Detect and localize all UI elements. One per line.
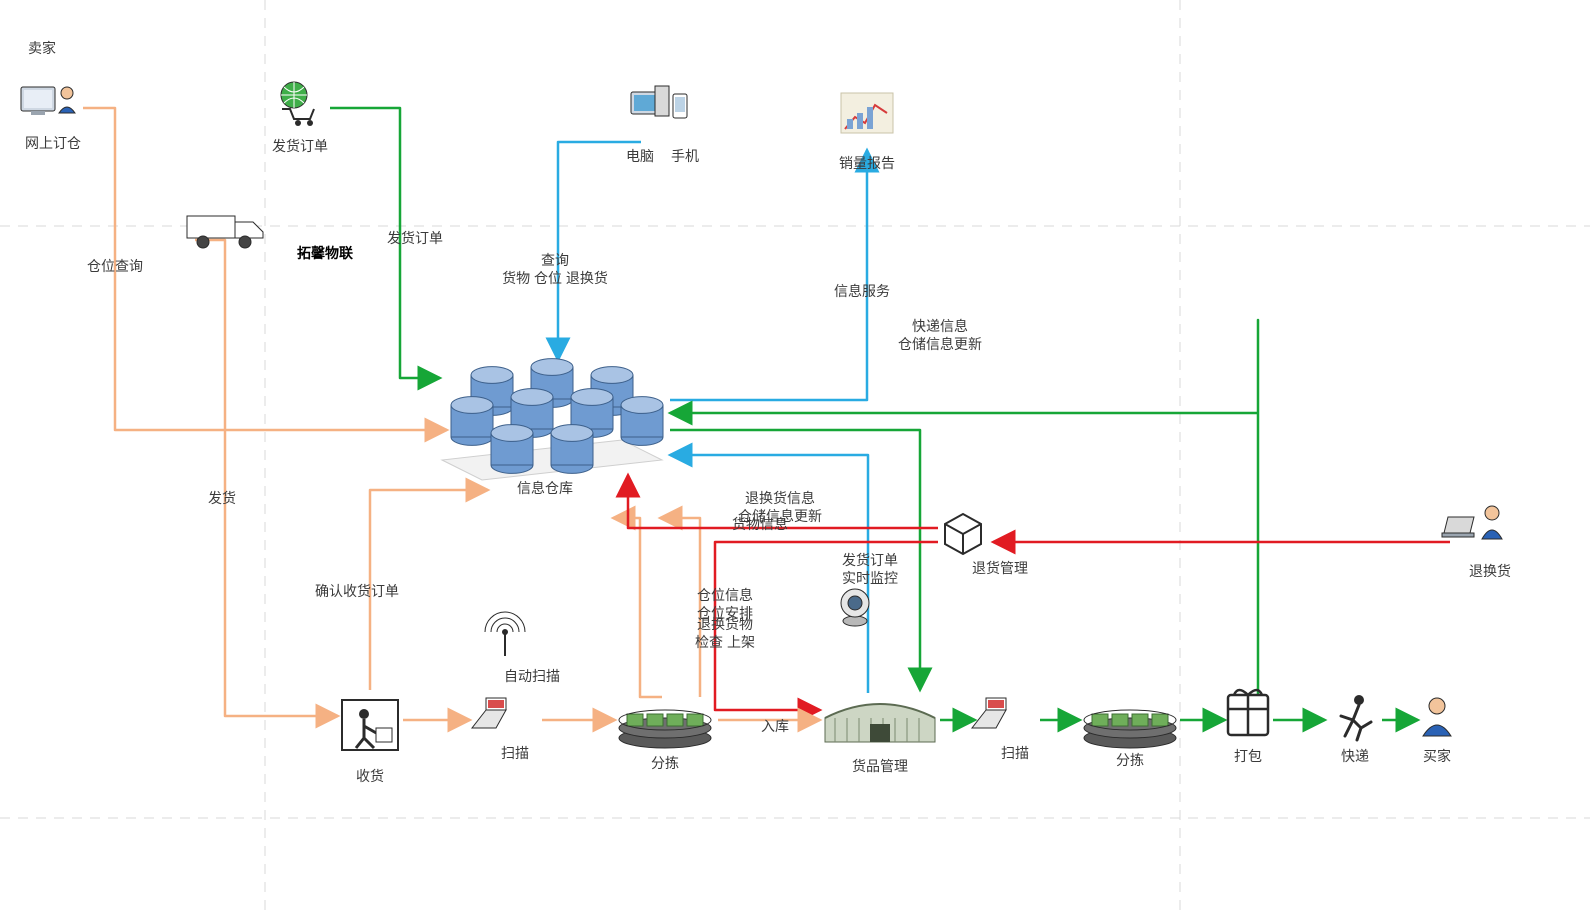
- pc-person-icon: [21, 87, 75, 115]
- label: 分拣: [651, 755, 679, 773]
- label: 买家: [1423, 748, 1451, 766]
- laptop-person-icon: [1442, 506, 1502, 539]
- scanner-icon: [972, 698, 1006, 728]
- label: 网上订仓: [25, 135, 81, 153]
- label: 发货订单 实时监控: [842, 552, 898, 587]
- conveyor-icon: [619, 710, 711, 748]
- edge: [660, 518, 700, 697]
- unload-icon: [342, 700, 398, 750]
- label: 退换货: [1469, 563, 1511, 581]
- box3d-icon: [945, 514, 981, 554]
- globe-cart-icon: [281, 82, 314, 126]
- run-icon: [1341, 695, 1371, 740]
- antenna-icon: [485, 612, 525, 656]
- label: 退换货信息 仓储信息更新: [738, 490, 822, 525]
- label: 仓位查询: [87, 258, 143, 276]
- label: 货品管理: [852, 758, 908, 776]
- label: 确认收货订单: [315, 583, 399, 601]
- label: 分拣: [1116, 752, 1144, 770]
- label: 信息服务: [834, 283, 890, 301]
- label: 销量报告: [839, 155, 895, 173]
- label: 快递信息 仓储信息更新: [898, 318, 982, 353]
- label: 收货: [356, 768, 384, 786]
- label: 卖家: [28, 40, 56, 58]
- label: 退货管理: [972, 560, 1028, 578]
- label: 快递: [1341, 748, 1369, 766]
- label: 发货订单: [387, 230, 443, 248]
- label: 信息仓库: [517, 480, 573, 498]
- label: 退换货物 检查 上架: [695, 616, 755, 651]
- label: 发货订单: [272, 138, 328, 156]
- gift-icon: [1228, 690, 1268, 735]
- pc-phone-icon: [631, 86, 687, 118]
- label: 查询 货物 仓位 退换货: [502, 252, 608, 287]
- scanner-icon: [472, 698, 506, 728]
- edge: [613, 518, 662, 697]
- label: 发货: [208, 490, 236, 508]
- edge: [558, 142, 641, 360]
- conveyor-icon: [1084, 710, 1176, 748]
- webcam-icon: [841, 589, 869, 626]
- db-cluster-icon: [442, 359, 663, 480]
- edge: [195, 240, 338, 716]
- label: 手机: [671, 148, 699, 166]
- label: 拓馨物联: [297, 245, 353, 263]
- edge: [670, 150, 867, 400]
- person-icon: [1423, 698, 1451, 736]
- warehouse-icon: [825, 704, 935, 742]
- label: 打包: [1234, 748, 1262, 766]
- chart-icon: [841, 93, 893, 133]
- label: 扫描: [501, 745, 529, 763]
- label: 自动扫描: [504, 668, 560, 686]
- label: 电脑: [626, 148, 654, 166]
- label: 入库: [761, 718, 789, 736]
- label: 扫描: [1001, 745, 1029, 763]
